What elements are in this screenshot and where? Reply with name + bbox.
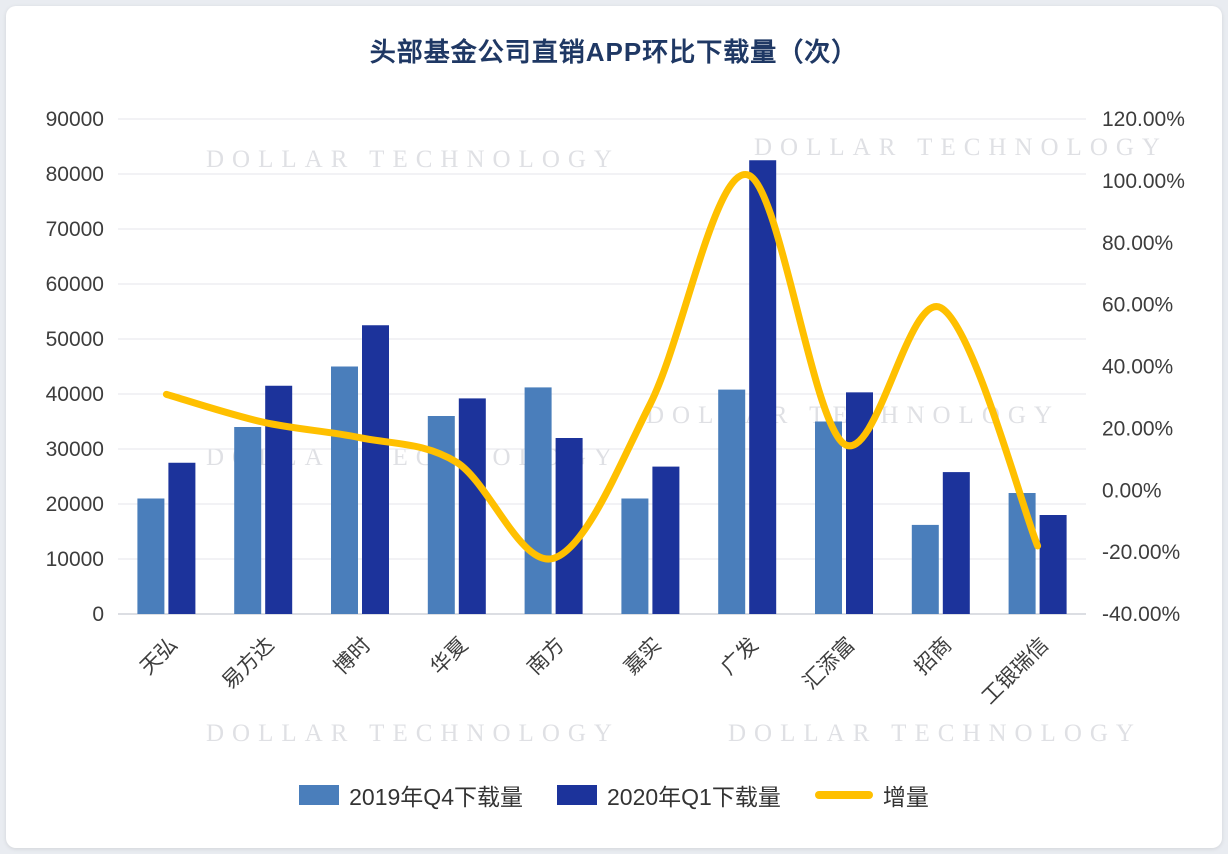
bar — [362, 325, 389, 614]
category-label: 工银瑞信 — [977, 633, 1053, 709]
legend-item-2019-q4: 2019年Q4下载量 — [299, 778, 523, 812]
left-axis-tick-label: 60000 — [46, 273, 104, 296]
bar — [555, 438, 583, 614]
right-axis-tick-label: 20.00% — [1102, 417, 1173, 440]
category-label: 华夏 — [426, 633, 472, 679]
category-label: 南方 — [523, 633, 569, 679]
category-label: 汇添富 — [799, 633, 860, 694]
bar — [652, 466, 680, 614]
right-axis-tick-label: 0.00% — [1102, 479, 1162, 502]
chart-card: 头部基金公司直销APP环比下载量（次） DOLLAR TECHNOLOGY DO… — [6, 6, 1222, 848]
legend-item-2020-q1: 2020年Q1下载量 — [557, 778, 781, 812]
left-axis-tick-label: 0 — [92, 603, 104, 626]
left-axis-tick-label: 40000 — [46, 383, 104, 406]
left-axis-tick-label: 50000 — [46, 328, 104, 351]
bar — [524, 387, 552, 614]
right-axis-tick-label: 80.00% — [1102, 232, 1173, 255]
bar — [621, 498, 649, 614]
bar — [234, 427, 262, 614]
left-axis-tick-label: 30000 — [46, 438, 104, 461]
category-label: 天弘 — [136, 633, 182, 679]
left-axis-tick-label: 90000 — [46, 108, 104, 131]
left-axis-tick-label: 80000 — [46, 163, 104, 186]
legend-swatch-growth-line — [814, 791, 873, 799]
bar — [1008, 493, 1036, 614]
bar — [137, 498, 165, 614]
category-label: 广发 — [717, 633, 763, 679]
bar — [331, 366, 358, 614]
legend-swatch-2019-q4 — [299, 785, 340, 805]
legend-swatch-2020-q1 — [557, 785, 597, 805]
bar — [1039, 515, 1067, 614]
category-label: 易方达 — [218, 633, 279, 694]
legend-label-2019-q4: 2019年Q4下载量 — [349, 784, 523, 810]
bar — [168, 462, 196, 614]
bar — [911, 524, 939, 614]
category-label: 嘉实 — [620, 633, 666, 679]
left-axis-tick-label: 10000 — [46, 548, 104, 571]
category-label: 招商 — [910, 633, 956, 679]
right-axis-tick-label: 40.00% — [1102, 356, 1173, 379]
left-axis-tick-label: 20000 — [46, 493, 104, 516]
left-axis-tick-label: 70000 — [46, 218, 104, 241]
right-axis-tick-label: -40.00% — [1102, 603, 1180, 626]
chart-title: 头部基金公司直销APP环比下载量（次） — [369, 37, 859, 67]
legend: 2019年Q4下载量 2020年Q1下载量 增量 — [6, 778, 1222, 812]
bar — [718, 389, 746, 614]
bar — [942, 472, 970, 614]
right-axis-tick-label: 120.00% — [1102, 108, 1185, 131]
right-axis-tick-label: -20.00% — [1102, 541, 1180, 564]
bar — [749, 160, 777, 614]
trend-line — [162, 171, 1042, 563]
category-label: 博时 — [330, 633, 376, 679]
legend-label-2020-q1: 2020年Q1下载量 — [607, 784, 781, 810]
right-axis-tick-label: 60.00% — [1102, 294, 1173, 317]
right-axis-tick-label: 100.00% — [1102, 170, 1185, 193]
legend-label-growth: 增量 — [882, 784, 929, 810]
bar — [458, 398, 486, 614]
bar — [815, 421, 842, 614]
chart-canvas: 0 10000 20000 30000 40000 50000 60000 70000 8000… — [46, 108, 1185, 709]
bar — [427, 416, 455, 614]
legend-item-growth: 增量 — [814, 778, 929, 812]
